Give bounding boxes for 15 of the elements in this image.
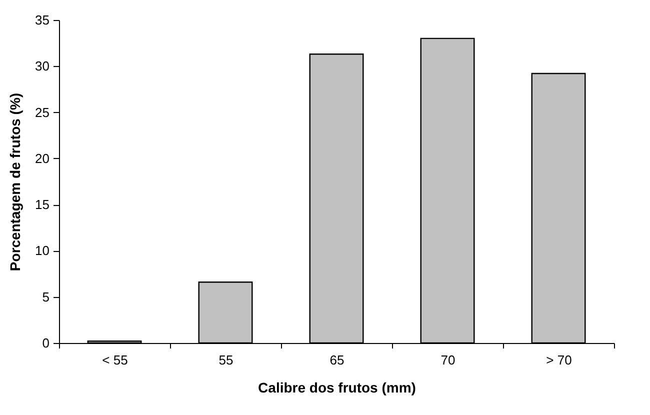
y-tick-label: 30	[35, 58, 50, 74]
y-axis-title: Porcentagem de frutos (%)	[7, 92, 24, 272]
x-tick-label: 55	[218, 352, 234, 368]
x-tick-label: < 55	[102, 352, 128, 368]
y-tick-label: 0	[42, 336, 50, 350]
y-tick-label: 25	[35, 104, 50, 120]
x-tick-label: 70	[440, 352, 456, 368]
y-tick-label: 20	[35, 150, 50, 166]
y-tick-label: 35	[35, 12, 50, 28]
x-axis-title: Calibre dos frutos (mm)	[258, 380, 416, 396]
y-tick-label: 10	[35, 243, 50, 258]
y-tick-label: 15	[35, 197, 50, 212]
y-tick-label: 5	[42, 289, 50, 304]
x-tick-label: > 70	[546, 352, 572, 368]
x-tick-label: 65	[330, 352, 344, 368]
